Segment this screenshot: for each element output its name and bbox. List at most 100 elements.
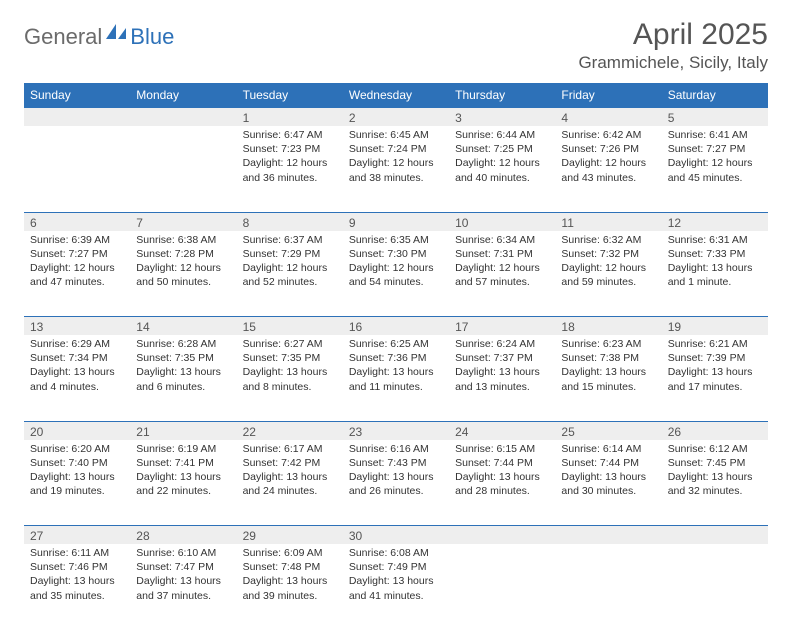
day-of-week-header: Thursday — [449, 83, 555, 108]
day-number-cell: 21 — [130, 421, 236, 440]
day-number-cell: 8 — [237, 212, 343, 231]
calendar-table: SundayMondayTuesdayWednesdayThursdayFrid… — [24, 83, 768, 630]
day-number-cell: 7 — [130, 212, 236, 231]
daylight-line-2: and 47 minutes. — [30, 275, 124, 289]
day-body: Sunrise: 6:15 AMSunset: 7:44 PMDaylight:… — [449, 440, 555, 503]
daylight-line-1: Daylight: 13 hours — [668, 470, 762, 484]
day-body-cell: Sunrise: 6:20 AMSunset: 7:40 PMDaylight:… — [24, 440, 130, 526]
daylight-line-1: Daylight: 12 hours — [668, 156, 762, 170]
day-number-cell: 9 — [343, 212, 449, 231]
day-number: 17 — [449, 317, 555, 335]
sunrise-line: Sunrise: 6:17 AM — [243, 442, 337, 456]
sunset-line: Sunset: 7:42 PM — [243, 456, 337, 470]
week-body-row: Sunrise: 6:11 AMSunset: 7:46 PMDaylight:… — [24, 544, 768, 630]
sunrise-line: Sunrise: 6:08 AM — [349, 546, 443, 560]
day-body: Sunrise: 6:29 AMSunset: 7:34 PMDaylight:… — [24, 335, 130, 398]
day-body: Sunrise: 6:11 AMSunset: 7:46 PMDaylight:… — [24, 544, 130, 607]
sunrise-line: Sunrise: 6:20 AM — [30, 442, 124, 456]
day-body: Sunrise: 6:24 AMSunset: 7:37 PMDaylight:… — [449, 335, 555, 398]
logo-sail-icon — [106, 22, 128, 45]
brand-part1: General — [24, 24, 102, 50]
daylight-line-1: Daylight: 13 hours — [668, 261, 762, 275]
day-body: Sunrise: 6:32 AMSunset: 7:32 PMDaylight:… — [555, 231, 661, 294]
day-number-cell: 18 — [555, 317, 661, 336]
sunset-line: Sunset: 7:28 PM — [136, 247, 230, 261]
sunset-line: Sunset: 7:32 PM — [561, 247, 655, 261]
day-body — [24, 126, 130, 132]
week-body-row: Sunrise: 6:29 AMSunset: 7:34 PMDaylight:… — [24, 335, 768, 421]
sunrise-line: Sunrise: 6:47 AM — [243, 128, 337, 142]
day-number-cell — [555, 526, 661, 545]
daylight-line-2: and 45 minutes. — [668, 171, 762, 185]
daylight-line-1: Daylight: 12 hours — [455, 261, 549, 275]
sunrise-line: Sunrise: 6:38 AM — [136, 233, 230, 247]
daylight-line-1: Daylight: 13 hours — [349, 365, 443, 379]
sunrise-line: Sunrise: 6:09 AM — [243, 546, 337, 560]
daylight-line-2: and 19 minutes. — [30, 484, 124, 498]
day-number-cell: 4 — [555, 108, 661, 127]
sunrise-line: Sunrise: 6:19 AM — [136, 442, 230, 456]
day-body-cell: Sunrise: 6:15 AMSunset: 7:44 PMDaylight:… — [449, 440, 555, 526]
day-body-cell: Sunrise: 6:25 AMSunset: 7:36 PMDaylight:… — [343, 335, 449, 421]
daylight-line-1: Daylight: 12 hours — [349, 156, 443, 170]
day-body: Sunrise: 6:19 AMSunset: 7:41 PMDaylight:… — [130, 440, 236, 503]
header: General Blue April 2025 Grammichele, Sic… — [24, 18, 768, 73]
day-number-cell: 11 — [555, 212, 661, 231]
daylight-line-1: Daylight: 12 hours — [136, 261, 230, 275]
sunset-line: Sunset: 7:24 PM — [349, 142, 443, 156]
day-number-cell — [662, 526, 768, 545]
day-number: 7 — [130, 213, 236, 231]
day-body-cell — [24, 126, 130, 212]
daylight-line-2: and 35 minutes. — [30, 589, 124, 603]
sunset-line: Sunset: 7:29 PM — [243, 247, 337, 261]
daylight-line-2: and 40 minutes. — [455, 171, 549, 185]
sunset-line: Sunset: 7:48 PM — [243, 560, 337, 574]
day-number-cell: 23 — [343, 421, 449, 440]
sunset-line: Sunset: 7:44 PM — [455, 456, 549, 470]
daylight-line-2: and 43 minutes. — [561, 171, 655, 185]
day-number — [449, 526, 555, 544]
daylight-line-2: and 52 minutes. — [243, 275, 337, 289]
day-body: Sunrise: 6:25 AMSunset: 7:36 PMDaylight:… — [343, 335, 449, 398]
day-number: 18 — [555, 317, 661, 335]
title-block: April 2025 Grammichele, Sicily, Italy — [578, 18, 768, 73]
sunrise-line: Sunrise: 6:14 AM — [561, 442, 655, 456]
sunrise-line: Sunrise: 6:35 AM — [349, 233, 443, 247]
daylight-line-2: and 37 minutes. — [136, 589, 230, 603]
day-body-cell: Sunrise: 6:16 AMSunset: 7:43 PMDaylight:… — [343, 440, 449, 526]
day-body-cell — [130, 126, 236, 212]
daylight-line-2: and 38 minutes. — [349, 171, 443, 185]
day-body-cell: Sunrise: 6:31 AMSunset: 7:33 PMDaylight:… — [662, 231, 768, 317]
daylight-line-2: and 8 minutes. — [243, 380, 337, 394]
day-number-cell: 26 — [662, 421, 768, 440]
daylight-line-1: Daylight: 13 hours — [243, 365, 337, 379]
daylight-line-1: Daylight: 12 hours — [243, 261, 337, 275]
day-number: 19 — [662, 317, 768, 335]
day-number: 29 — [237, 526, 343, 544]
day-number-cell: 12 — [662, 212, 768, 231]
day-number-cell: 17 — [449, 317, 555, 336]
sunset-line: Sunset: 7:27 PM — [30, 247, 124, 261]
day-body-cell: Sunrise: 6:10 AMSunset: 7:47 PMDaylight:… — [130, 544, 236, 630]
day-of-week-row: SundayMondayTuesdayWednesdayThursdayFrid… — [24, 83, 768, 108]
day-body-cell: Sunrise: 6:23 AMSunset: 7:38 PMDaylight:… — [555, 335, 661, 421]
day-body — [662, 544, 768, 550]
daylight-line-2: and 24 minutes. — [243, 484, 337, 498]
daylight-line-1: Daylight: 13 hours — [668, 365, 762, 379]
day-of-week-header: Saturday — [662, 83, 768, 108]
sunrise-line: Sunrise: 6:28 AM — [136, 337, 230, 351]
daylight-line-1: Daylight: 13 hours — [30, 574, 124, 588]
sunrise-line: Sunrise: 6:41 AM — [668, 128, 762, 142]
sunset-line: Sunset: 7:26 PM — [561, 142, 655, 156]
sunrise-line: Sunrise: 6:10 AM — [136, 546, 230, 560]
calendar-body: 12345Sunrise: 6:47 AMSunset: 7:23 PMDayl… — [24, 108, 768, 630]
day-number — [662, 526, 768, 544]
day-body-cell: Sunrise: 6:37 AMSunset: 7:29 PMDaylight:… — [237, 231, 343, 317]
daylight-line-2: and 4 minutes. — [30, 380, 124, 394]
day-body — [449, 544, 555, 550]
sunset-line: Sunset: 7:25 PM — [455, 142, 549, 156]
day-body-cell: Sunrise: 6:12 AMSunset: 7:45 PMDaylight:… — [662, 440, 768, 526]
page: General Blue April 2025 Grammichele, Sic… — [0, 0, 792, 612]
day-number-cell: 22 — [237, 421, 343, 440]
sunset-line: Sunset: 7:46 PM — [30, 560, 124, 574]
